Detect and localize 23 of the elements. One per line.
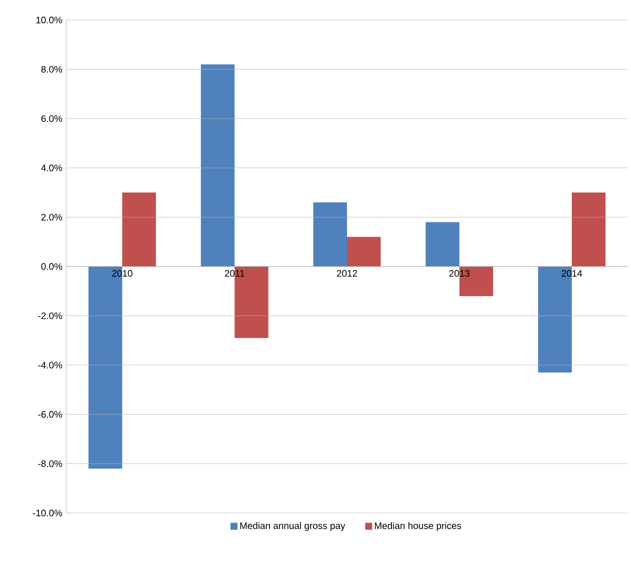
y-tick-label: 4.0% xyxy=(41,164,62,172)
bar xyxy=(200,64,235,266)
y-tick-label: -4.0% xyxy=(38,362,62,368)
x-tick-label: 2012 xyxy=(336,270,358,277)
y-tick-label: 8.0% xyxy=(41,66,62,73)
bar xyxy=(313,202,347,266)
bar xyxy=(572,192,606,266)
y-tick-label: -8.0% xyxy=(38,460,62,468)
x-tick-label: 2014 xyxy=(562,270,582,277)
bar xyxy=(347,236,381,266)
bar xyxy=(426,222,460,266)
bar xyxy=(122,192,156,266)
y-tick-label: 6.0% xyxy=(41,115,62,122)
y-tick-label: -6.0% xyxy=(38,411,62,418)
y-tick-label: -10.0% xyxy=(32,510,62,516)
y-tick-label: 0.0% xyxy=(41,263,62,270)
x-tick-label: 2011 xyxy=(224,270,244,277)
y-tick-label: 2.0% xyxy=(41,214,62,221)
y-tick-label: -2.0% xyxy=(38,312,62,320)
x-tick-label: 2010 xyxy=(112,270,132,277)
legend-label: Median house prices xyxy=(374,522,462,531)
legend-label: Median annual gross pay xyxy=(240,522,346,531)
y-tick-label: 10.0% xyxy=(36,16,62,24)
